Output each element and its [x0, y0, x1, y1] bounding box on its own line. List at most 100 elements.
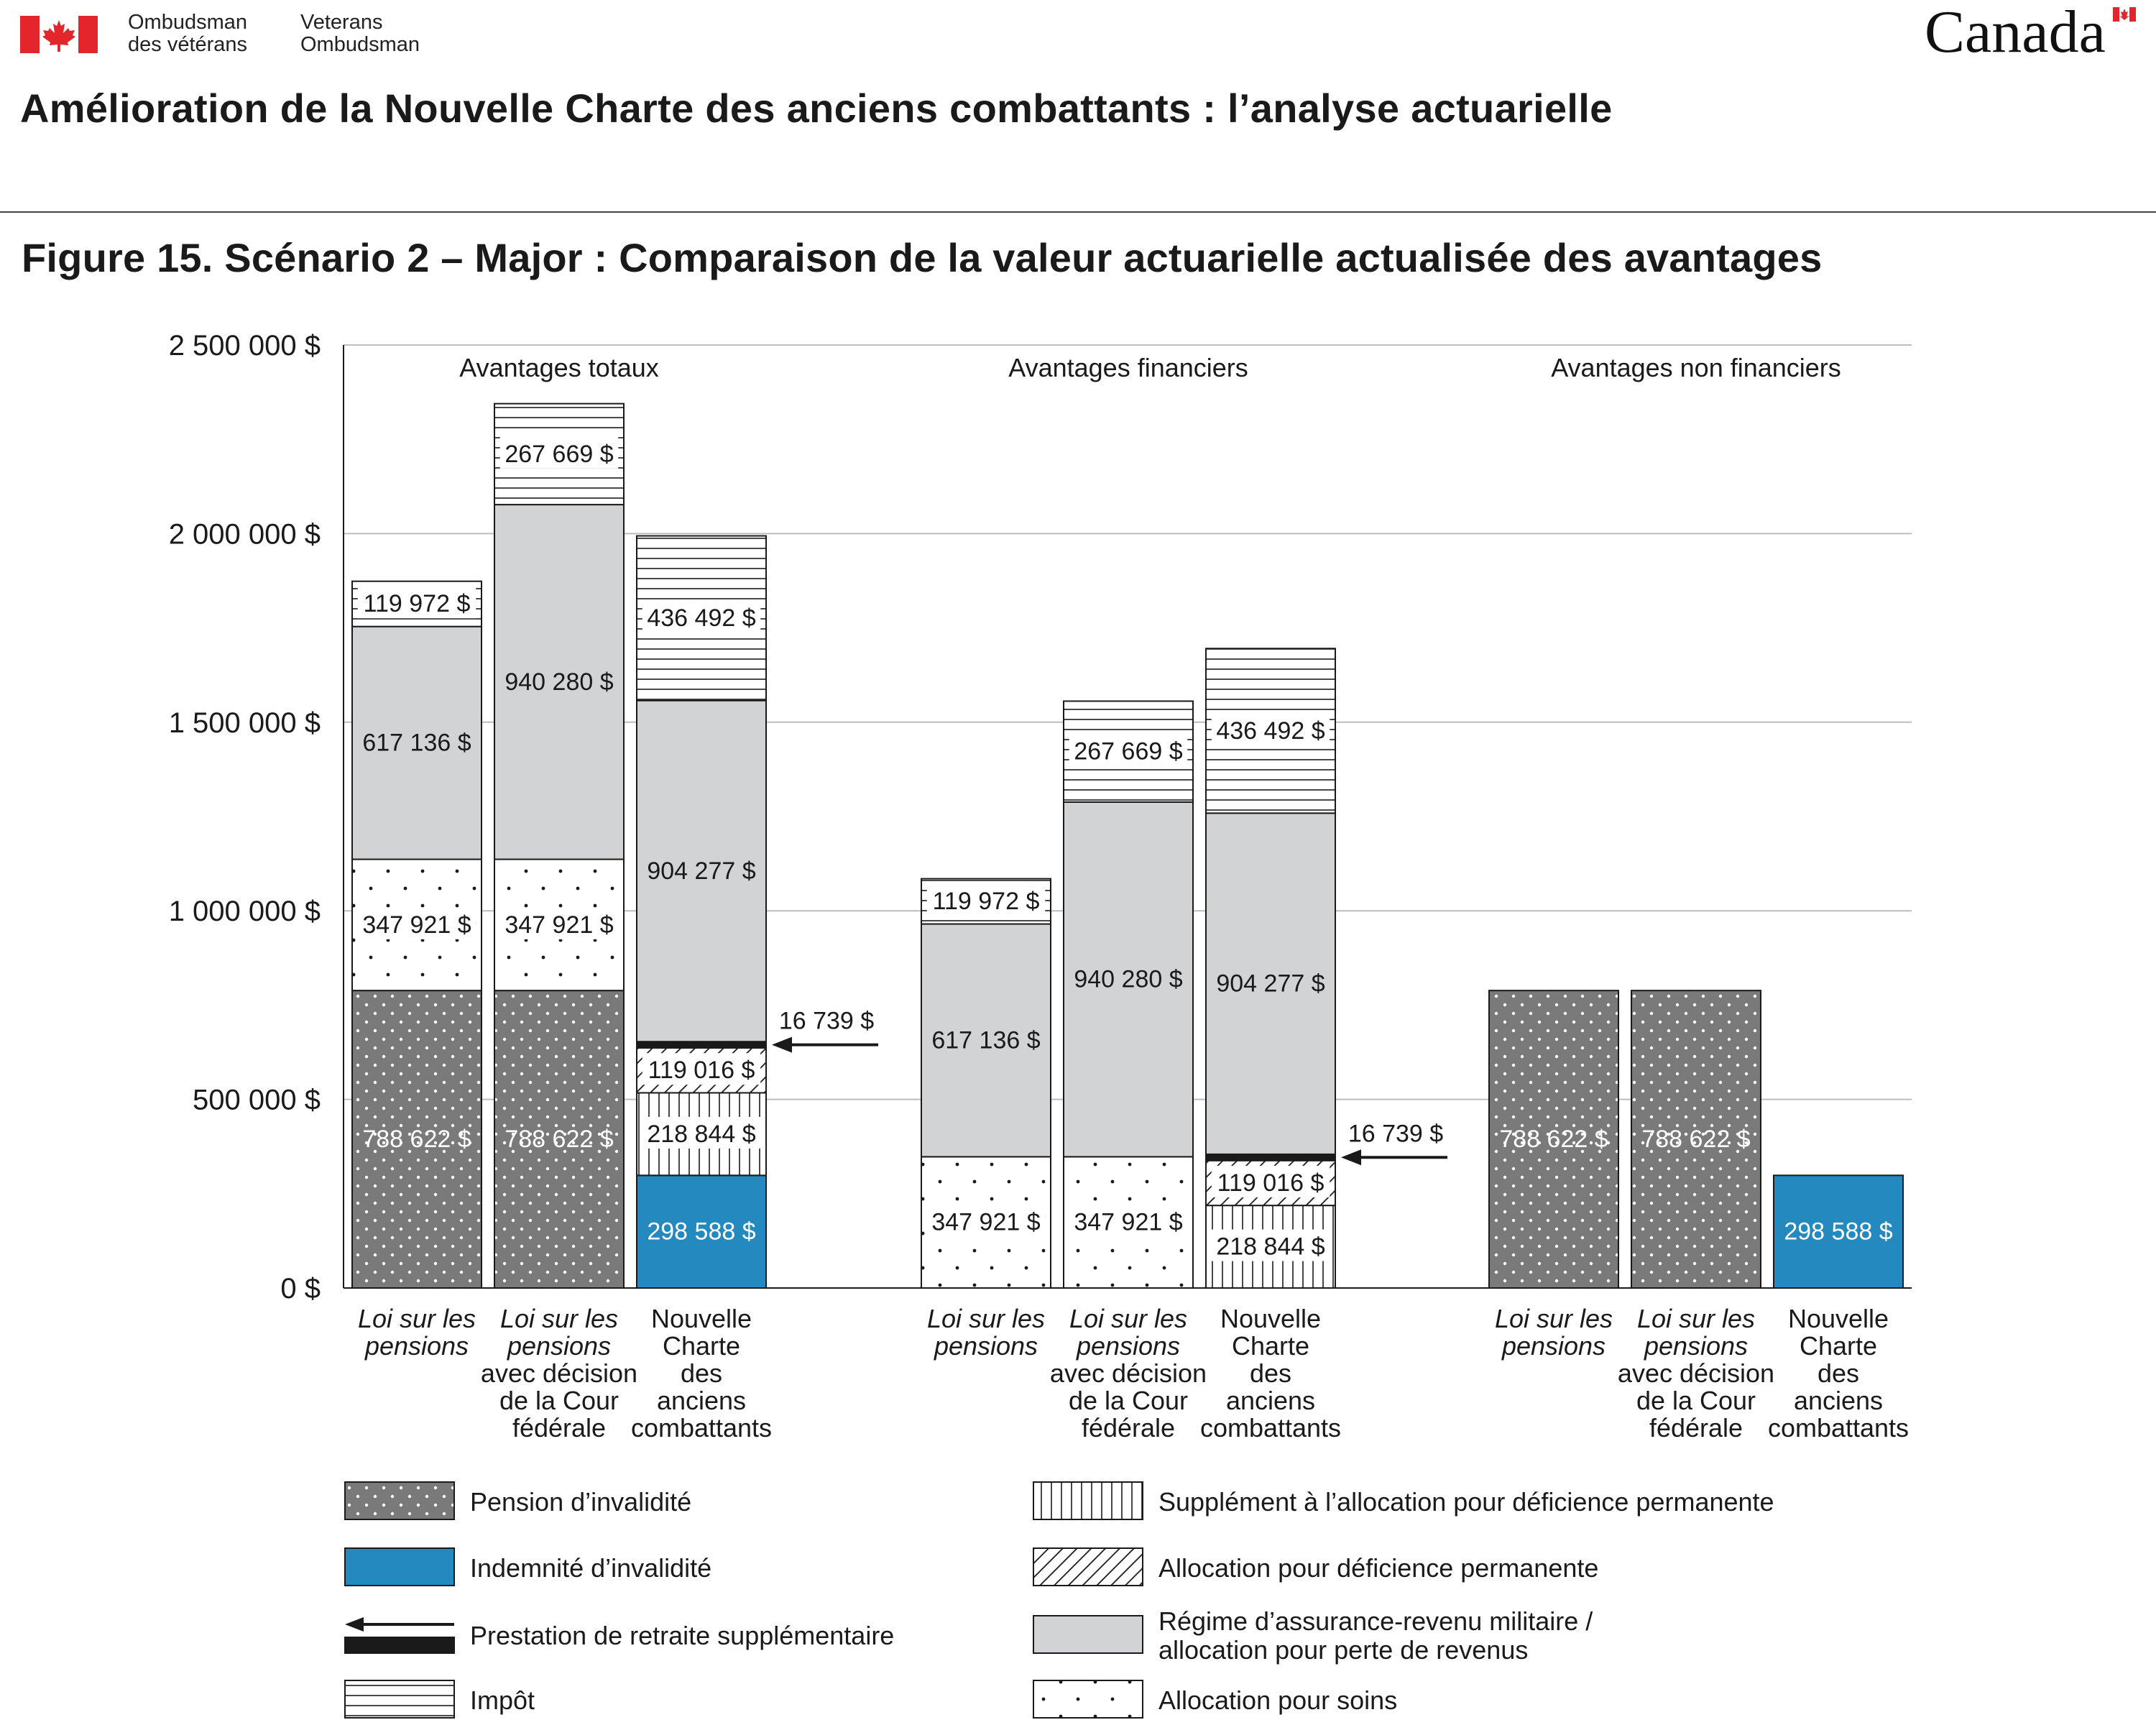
legend-label: allocation pour perte de revenus: [1158, 1635, 1528, 1665]
legend-label: Allocation pour déficience permanente: [1158, 1553, 1598, 1583]
x-category-label: Loi sur les: [927, 1304, 1045, 1333]
x-category-label: pensions: [1501, 1331, 1606, 1361]
data-label: 347 921 $: [362, 911, 471, 939]
data-label: 940 280 $: [1074, 966, 1182, 993]
x-category-label: combattants: [1768, 1413, 1909, 1443]
data-label: 788 622 $: [362, 1126, 471, 1153]
callout-label: 16 739 $: [1348, 1120, 1443, 1147]
x-category-label: des: [681, 1358, 722, 1388]
data-label: 119 016 $: [648, 1057, 755, 1084]
data-label: 940 280 $: [505, 668, 613, 696]
x-category-label: des: [1818, 1358, 1859, 1388]
data-label: 119 016 $: [1217, 1169, 1325, 1197]
legend-swatch: [1033, 1680, 1143, 1719]
bar-segment-indemnite-d-invalidite: [1773, 1174, 1904, 1289]
x-category-label: combattants: [1200, 1413, 1341, 1443]
org-name-french: Ombudsman des vétérans: [128, 12, 247, 56]
group-label: Avantages non financiers: [1551, 353, 1841, 382]
x-category-label: Loi sur les: [500, 1304, 618, 1333]
group-label: Avantages totaux: [459, 353, 659, 382]
canada-wordmark: Canada: [1925, 0, 2136, 65]
legend: Pension d’invalidité Supplément à l’alloc…: [344, 1481, 1774, 1719]
legend-label: Allocation pour soins: [1158, 1685, 1397, 1715]
callout-arrow-head: [772, 1036, 792, 1053]
label-background: [1211, 1229, 1330, 1261]
x-category-label: combattants: [631, 1413, 772, 1443]
label-background: [926, 884, 1046, 916]
bar-segment-regime-d-assurance-revenu-militaire-allocation-pour-perte-de-revenus: [494, 504, 625, 860]
legend-label: Indemnité d’invalidité: [470, 1553, 711, 1583]
data-label: 347 921 $: [505, 911, 613, 939]
legend-item-prestation-de-retraite-supplementaire: Prestation de retraite supplémentaire: [344, 1617, 894, 1654]
legend-item-supplement-a-l-allocation-pour-deficience-permanente: Supplément à l’allocation pour déficienc…: [1033, 1481, 1774, 1520]
callout-arrow-head: [1341, 1149, 1361, 1166]
data-label: 267 669 $: [1074, 738, 1182, 765]
data-label: 218 844 $: [647, 1121, 755, 1148]
y-tick-label: 2 000 000 $: [169, 518, 321, 550]
label-background: [499, 907, 619, 939]
figure-title: Figure 15. Scénario 2 – Major : Comparai…: [22, 235, 1823, 280]
callout-label: 16 739 $: [779, 1008, 874, 1035]
label-background: [1069, 1205, 1188, 1237]
legend-swatch: [344, 1481, 455, 1520]
legend-label: Régime d’assurance-revenu militaire /: [1158, 1606, 1593, 1636]
legend-label: Impôt: [470, 1685, 535, 1715]
bar-segment-regime-d-assurance-revenu-militaire-allocation-pour-perte-de-revenus: [636, 699, 767, 1043]
header-divider: [0, 211, 2156, 213]
legend-item-impot: Impôt: [344, 1680, 535, 1719]
x-category-label: fédérale: [1082, 1413, 1175, 1443]
x-category-label: Loi sur les: [358, 1304, 476, 1333]
label-background: [642, 1053, 761, 1085]
data-label: 904 277 $: [1216, 970, 1325, 998]
x-category-label: anciens: [1794, 1386, 1883, 1415]
y-tick-label: 0 $: [280, 1273, 321, 1305]
x-category-label: Charte: [663, 1331, 740, 1361]
x-category-label: de la Cour: [1636, 1386, 1756, 1415]
bars: [351, 402, 1904, 1289]
x-category-label: de la Cour: [499, 1386, 619, 1415]
x-category-label: Nouvelle: [651, 1304, 752, 1333]
legend-swatch: [344, 1680, 455, 1719]
x-category-label: Loi sur les: [1069, 1304, 1187, 1333]
x-category-label: Loi sur les: [1495, 1304, 1613, 1333]
bar-segment-pension-d-invalidite: [1488, 990, 1619, 1289]
bar-segment-prestation-de-retraite-supplementaire: [636, 1041, 767, 1049]
x-category-label: pensions: [507, 1331, 611, 1361]
canada-flag-icon: [20, 16, 98, 53]
legend-swatch: [344, 1637, 455, 1654]
data-label: 267 669 $: [505, 441, 613, 468]
document-title: Amélioration de la Nouvelle Charte des a…: [20, 86, 1613, 131]
x-category-label: Charte: [1800, 1331, 1877, 1361]
legend-item-allocation-pour-deficience-permanente: Allocation pour déficience permanente: [1033, 1547, 1598, 1586]
label-background: [357, 907, 476, 939]
legend-label: Supplément à l’allocation pour déficienc…: [1158, 1487, 1774, 1517]
data-label: 436 492 $: [647, 604, 755, 632]
x-category-label: pensions: [364, 1331, 469, 1361]
label-background: [499, 436, 619, 469]
bar-segment-prestation-de-retraite-supplementaire: [1205, 1153, 1336, 1162]
x-category-label: pensions: [1076, 1331, 1180, 1361]
legend-item-allocation-pour-soins: Allocation pour soins: [1033, 1680, 1397, 1719]
bar-segment-pension-d-invalidite: [494, 990, 625, 1289]
legend-label: Prestation de retraite supplémentaire: [470, 1621, 894, 1650]
org-fr-line-2: des vétérans: [128, 33, 248, 56]
x-category-label: anciens: [1226, 1386, 1315, 1415]
legend-arrow-head: [345, 1617, 364, 1632]
x-category-label: de la Cour: [1069, 1386, 1188, 1415]
x-category-label: Nouvelle: [1788, 1304, 1889, 1333]
bar-segment-pension-d-invalidite: [1631, 990, 1761, 1289]
legend-swatch: [1033, 1547, 1143, 1586]
x-category-label: fédérale: [1649, 1413, 1743, 1443]
legend-swatch: [1033, 1615, 1143, 1654]
data-label: 347 921 $: [1074, 1209, 1182, 1236]
data-label: 788 622 $: [505, 1126, 613, 1153]
bar-segment-pension-d-invalidite: [351, 990, 482, 1289]
x-category-label: anciens: [657, 1386, 746, 1415]
data-labels: Avantages totaux 788 622 $ 347 921 $ 617 13…: [357, 353, 1909, 1443]
label-background: [1211, 1165, 1330, 1197]
x-category-label: fédérale: [512, 1413, 606, 1443]
data-label: 904 277 $: [647, 857, 755, 885]
x-category-label: Loi sur les: [1637, 1304, 1755, 1333]
page-header: Ombudsman des vétérans Veterans Ombudsma…: [0, 0, 2156, 280]
